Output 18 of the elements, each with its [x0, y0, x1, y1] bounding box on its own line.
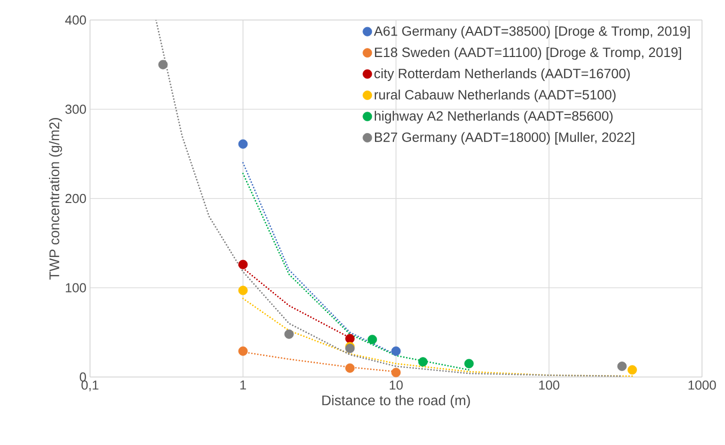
y-tick-label: 300 [65, 104, 86, 114]
x-tick-label: 10 [390, 380, 403, 390]
legend-label: highway A2 Netherlands (AADT=85600) [374, 110, 613, 124]
legend-label: rural Cabauw Netherlands (AADT=5100) [374, 90, 616, 102]
legend-label: A61 Germany (AADT=38500) [Droge & Tromp, 2019] [374, 26, 690, 39]
y-tick-label: 0 [80, 372, 86, 382]
x-tick-label: 0,1 [81, 380, 98, 392]
y-tick-label: 400 [65, 15, 86, 25]
x-tick-label: 1 [240, 380, 246, 390]
y-axis-title: TWP concentration (g/m2) [49, 118, 62, 280]
legend-label: E18 Sweden (AADT=11100) [Droge & Tromp, 2019] [374, 47, 682, 60]
legend-label: B27 Germany (AADT=18000) [Muller, 2022] [374, 132, 634, 145]
x-tick-label: 100 [539, 380, 560, 390]
y-tick-label: 100 [66, 283, 86, 292]
y-tick-label: 200 [66, 194, 86, 204]
x-tick-label: 1000 [688, 380, 716, 390]
x-axis-title: Distance to the road (m) [322, 395, 470, 408]
legend-label: city Rotterdam Netherlands (AADT=16700) [374, 68, 630, 81]
